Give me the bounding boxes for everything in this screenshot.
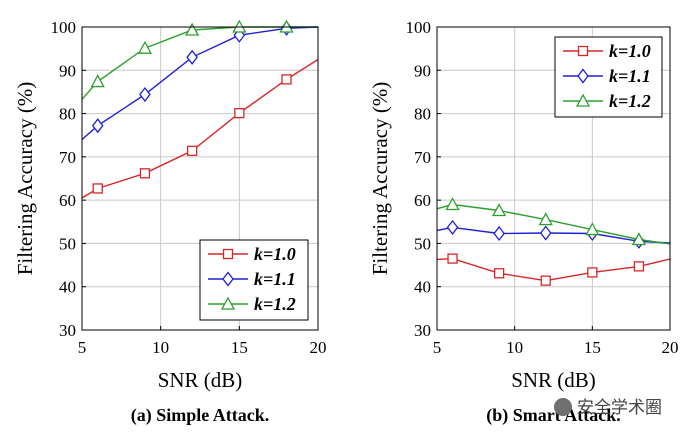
x-tick-label: 5 [78,338,87,357]
data-point [186,49,198,65]
data-point [446,219,459,235]
y-tick-label: 50 [414,234,431,253]
watermark: 安全学术圈 [554,398,662,418]
x-axis-label: SNR (dB) [158,368,243,392]
y-tick-label: 30 [414,321,431,340]
y-tick-label: 80 [59,105,76,124]
x-tick-label: 20 [310,338,327,357]
data-point [234,107,245,119]
data-point [137,40,153,54]
data-point [585,222,600,236]
axes-frame [436,26,671,331]
data-point [92,183,103,194]
y-tick-label: 30 [59,321,76,340]
legend-label-3: k=1.2 [254,294,296,314]
y-tick-label: 40 [414,278,431,297]
data-point [587,267,598,278]
data-point [633,261,645,272]
y-tick-label: 60 [59,191,76,210]
y-tick-label: 90 [59,61,76,80]
data-point [91,118,104,134]
x-tick-label: 10 [506,338,523,357]
legend-marker-2 [577,68,589,84]
data-point [447,253,458,264]
y-tick-label: 50 [59,234,76,253]
y-tick-label: 100 [51,18,77,37]
x-tick-label: 15 [584,338,601,357]
x-axis-label: SNR (dB) [511,368,596,392]
data-point [185,22,200,36]
y-axis-label: Filtering Accuracy (%) [13,82,37,276]
data-point [540,275,551,286]
legend-marker-2 [222,271,234,287]
legend: k=1.0 k=1.1 k=1.2 [199,239,309,321]
legend-marker-1 [222,248,234,260]
legend-marker-3 [575,93,591,107]
legend-label-1: k=1.0 [609,41,651,61]
y-tick-label: 70 [59,148,76,167]
data-point [539,225,552,241]
y-tick-label: 80 [414,105,431,124]
chart-smart-attack: 5 10 15 20 30 40 50 60 70 80 90 100 SNR (dB) Filterin… [368,18,679,426]
y-tick-label: 90 [414,61,431,80]
data-point [445,197,460,211]
data-point [492,203,507,217]
axes-frame [81,26,319,331]
watermark-text: 安全学术圈 [577,398,662,418]
x-tick-label: 5 [433,338,442,357]
x-tick-label: 10 [152,338,169,357]
x-tick-label: 20 [662,338,679,357]
y-tick-label: 40 [59,278,76,297]
legend-label-2: k=1.1 [254,269,296,289]
y-tick-label: 70 [414,148,431,167]
series-layer [436,197,670,286]
legend-marker-1 [577,45,589,57]
x-tick-label: 15 [231,338,248,357]
y-tick-label: 60 [414,191,431,210]
legend-label-1: k=1.0 [254,244,296,264]
data-point [493,268,505,279]
y-axis-label: Filtering Accuracy (%) [368,82,392,276]
chart-caption: (a) Simple Attack. [131,405,270,426]
data-point [186,145,198,156]
legend-label-3: k=1.2 [609,91,651,111]
legend-marker-3 [220,296,236,310]
data-point [90,74,105,88]
data-point [493,225,505,242]
chart-simple-attack: 5 10 15 20 30 40 50 60 70 80 90 100 SNR (dB) Filterin… [13,18,327,426]
data-point [139,168,151,179]
data-point [538,212,553,226]
data-point [631,232,647,246]
y-tick-label: 100 [406,18,432,37]
wechat-icon [554,398,572,416]
chart-caption: (b) Smart Attack. [486,405,620,426]
legend-label-2: k=1.1 [609,66,651,86]
data-point [281,74,292,85]
legend: k=1.0 k=1.1 k=1.2 [554,36,663,118]
data-point [139,86,151,103]
